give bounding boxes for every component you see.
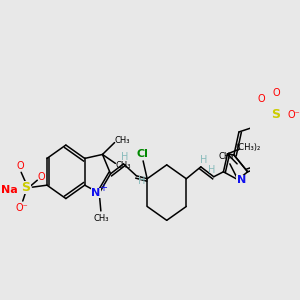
- Text: CH₃: CH₃: [219, 152, 234, 161]
- Text: +: +: [99, 183, 107, 193]
- Text: N: N: [92, 188, 100, 198]
- Text: CH₃: CH₃: [93, 214, 109, 224]
- Text: O: O: [257, 94, 265, 104]
- Text: O⁻: O⁻: [288, 110, 300, 120]
- Text: O: O: [38, 172, 45, 182]
- Text: H: H: [138, 176, 146, 186]
- Text: Na: Na: [2, 185, 18, 195]
- Text: CH₃: CH₃: [116, 161, 131, 170]
- Text: H: H: [122, 152, 129, 162]
- Text: Cl: Cl: [136, 149, 148, 159]
- Text: S: S: [22, 181, 31, 194]
- Text: O⁻: O⁻: [16, 203, 28, 213]
- Text: CH₃: CH₃: [115, 136, 130, 145]
- Text: H: H: [208, 165, 216, 175]
- Text: O: O: [272, 88, 280, 98]
- Text: S: S: [271, 108, 280, 122]
- Text: H: H: [200, 155, 208, 165]
- Text: (CH₃)₂: (CH₃)₂: [235, 142, 260, 152]
- Text: N: N: [236, 175, 246, 185]
- Text: O: O: [16, 161, 24, 171]
